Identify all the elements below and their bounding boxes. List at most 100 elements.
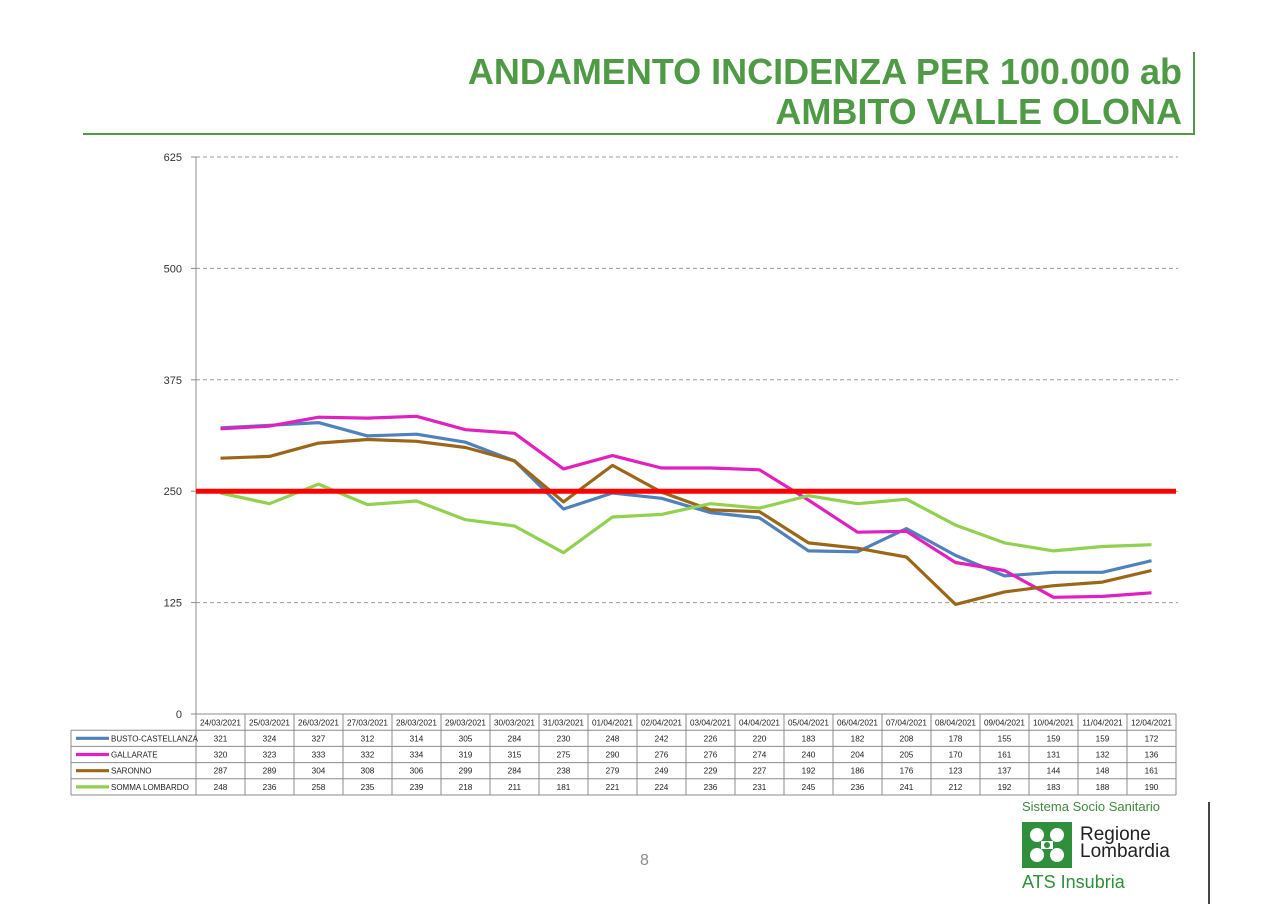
data-value: 242: [655, 734, 669, 743]
x-category-label: 01/04/2021: [592, 719, 633, 728]
data-value: 226: [704, 734, 718, 743]
data-value: 170: [949, 751, 963, 760]
data-value: 334: [410, 751, 424, 760]
data-value: 284: [508, 734, 522, 743]
data-value: 132: [1096, 751, 1110, 760]
data-value: 137: [998, 767, 1012, 776]
data-value: 245: [802, 783, 816, 792]
ats-label: ATS Insubria: [1022, 872, 1125, 892]
legend-label: BUSTO-CASTELLANZA: [111, 734, 199, 743]
data-value: 136: [1145, 751, 1159, 760]
data-value: 314: [410, 734, 424, 743]
legend-label: GALLARATE: [111, 751, 158, 760]
regione-lombardia-logo-icon: [1022, 822, 1072, 868]
data-value: 205: [900, 751, 914, 760]
legend-label: SOMMA LOMBARDO: [111, 783, 189, 792]
data-value: 230: [557, 734, 571, 743]
data-value: 218: [459, 783, 473, 792]
data-value: 274: [753, 751, 767, 760]
data-value: 332: [361, 751, 375, 760]
data-value: 304: [312, 767, 326, 776]
data-value: 182: [851, 734, 865, 743]
data-value: 240: [802, 751, 816, 760]
data-value: 287: [214, 767, 228, 776]
data-value: 183: [802, 734, 816, 743]
logo-text: Regione Lombardia: [1080, 824, 1170, 862]
data-value: 312: [361, 734, 375, 743]
data-value: 178: [949, 734, 963, 743]
data-value: 258: [312, 783, 326, 792]
data-value: 241: [900, 783, 914, 792]
y-tick-label: 375: [164, 375, 182, 387]
y-tick-label: 500: [164, 263, 182, 275]
data-value: 231: [753, 783, 767, 792]
x-category-label: 05/04/2021: [788, 719, 829, 728]
x-category-label: 06/04/2021: [837, 719, 878, 728]
data-value: 183: [1047, 783, 1061, 792]
data-value: 315: [508, 751, 522, 760]
x-category-label: 10/04/2021: [1033, 719, 1074, 728]
data-value: 221: [606, 783, 620, 792]
data-value: 236: [263, 783, 277, 792]
data-value: 220: [753, 734, 767, 743]
data-value: 176: [900, 767, 914, 776]
title-line-2: AMBITO VALLE OLONA: [775, 91, 1182, 132]
x-category-label: 12/04/2021: [1131, 719, 1172, 728]
data-value: 159: [1096, 734, 1110, 743]
data-value: 181: [557, 783, 571, 792]
data-value: 324: [263, 734, 277, 743]
data-value: 161: [998, 751, 1012, 760]
data-value: 305: [459, 734, 473, 743]
y-tick-label: 250: [164, 486, 182, 498]
data-value: 236: [851, 783, 865, 792]
data-value: 289: [263, 767, 277, 776]
data-value: 208: [900, 734, 914, 743]
data-value: 188: [1096, 783, 1110, 792]
data-value: 161: [1145, 767, 1159, 776]
data-value: 186: [851, 767, 865, 776]
data-value: 299: [459, 767, 473, 776]
data-value: 159: [1047, 734, 1061, 743]
data-value: 333: [312, 751, 326, 760]
x-category-label: 25/03/2021: [249, 719, 290, 728]
data-value: 327: [312, 734, 326, 743]
data-value: 144: [1047, 767, 1061, 776]
system-label: Sistema Socio Sanitario: [1022, 799, 1161, 814]
x-category-label: 26/03/2021: [298, 719, 339, 728]
x-category-label: 09/04/2021: [984, 719, 1025, 728]
page-number: 8: [640, 852, 649, 869]
logo-line-1: Regione: [1080, 824, 1151, 845]
x-category-label: 24/03/2021: [200, 719, 241, 728]
data-value: 235: [361, 783, 375, 792]
data-value: 204: [851, 751, 865, 760]
series-line-somma-lombardo: [220, 482, 1152, 555]
data-value: 249: [655, 767, 669, 776]
x-category-label: 29/03/2021: [445, 719, 486, 728]
logo-line-2: Lombardia: [1080, 841, 1170, 862]
x-category-label: 08/04/2021: [935, 719, 976, 728]
x-category-label: 02/04/2021: [641, 719, 682, 728]
data-value: 236: [704, 783, 718, 792]
y-tick-label: 125: [164, 598, 182, 610]
data-value: 319: [459, 751, 473, 760]
data-value: 229: [704, 767, 718, 776]
x-category-label: 27/03/2021: [347, 719, 388, 728]
data-value: 190: [1145, 783, 1159, 792]
data-value: 238: [557, 767, 571, 776]
data-value: 148: [1096, 767, 1110, 776]
x-category-label: 28/03/2021: [396, 719, 437, 728]
data-value: 248: [214, 783, 228, 792]
footer-divider: [1208, 802, 1210, 904]
data-value: 320: [214, 751, 228, 760]
data-value: 323: [263, 751, 277, 760]
data-value: 308: [361, 767, 375, 776]
data-value: 306: [410, 767, 424, 776]
x-category-label: 04/04/2021: [739, 719, 780, 728]
x-category-label: 03/04/2021: [690, 719, 731, 728]
data-value: 227: [753, 767, 767, 776]
data-value: 172: [1145, 734, 1159, 743]
x-category-label: 31/03/2021: [543, 719, 584, 728]
data-value: 284: [508, 767, 522, 776]
page-title: ANDAMENTO INCIDENZA PER 100.000 ab AMBIT…: [468, 52, 1182, 132]
